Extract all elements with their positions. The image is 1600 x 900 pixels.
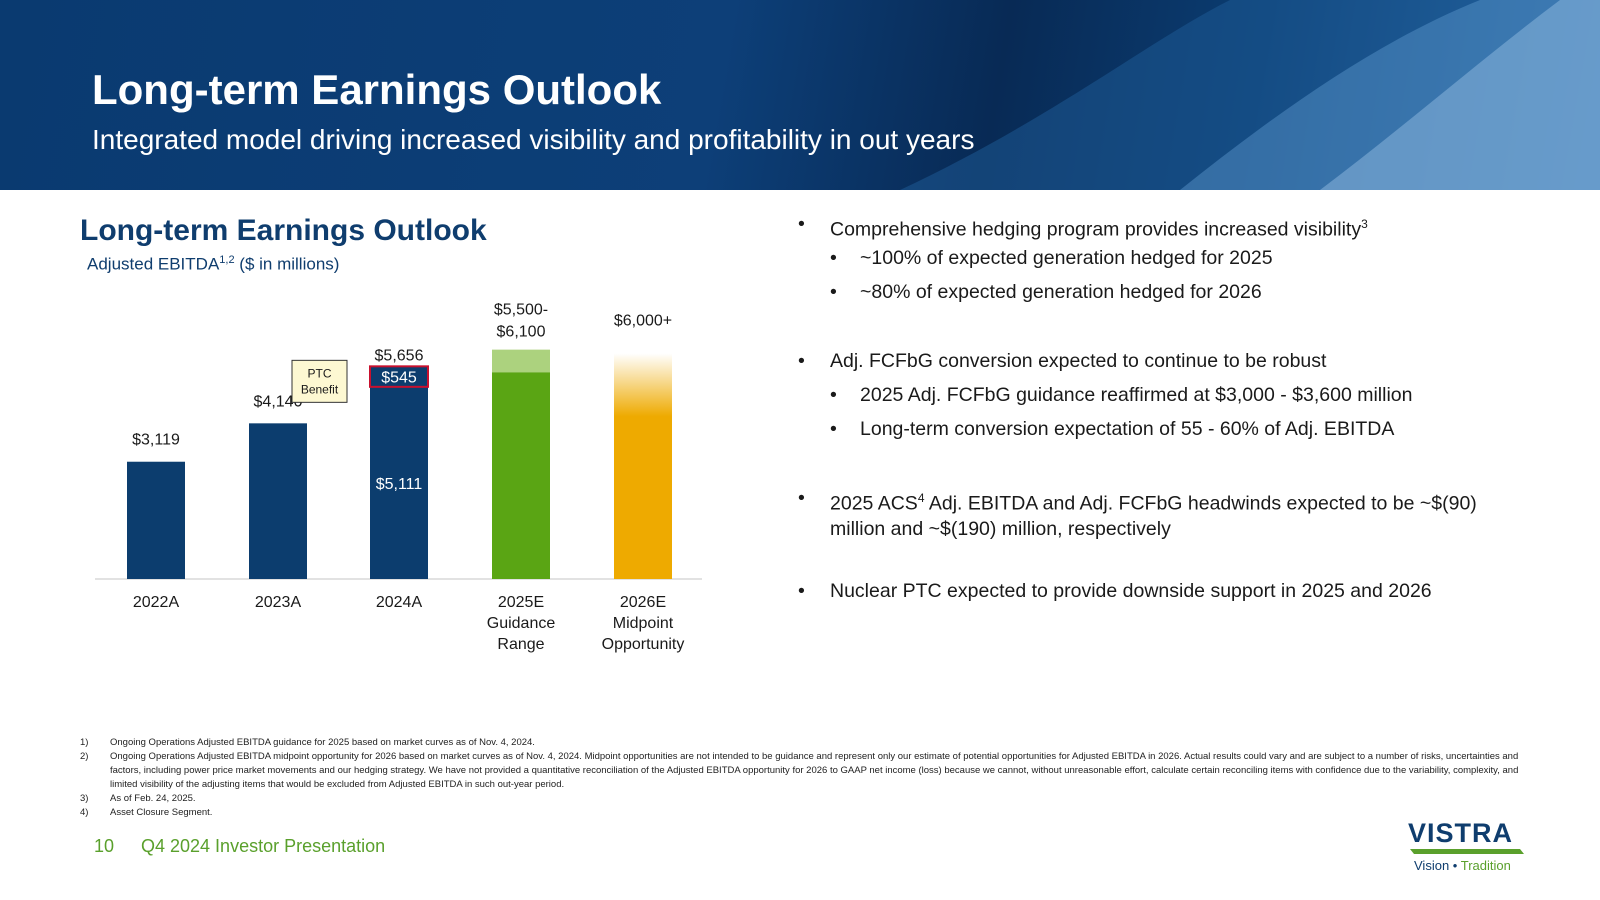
x-tick-label-2026E-1: Midpoint (613, 615, 674, 632)
footnote-number: 3) (80, 793, 89, 804)
header-banner: Long-term Earnings Outlook Integrated mo… (0, 0, 1600, 190)
page-subtitle: Integrated model driving increased visib… (92, 124, 975, 155)
bullet-glyph: • (830, 247, 837, 269)
x-tick-label-2026E-0: 2026E (620, 594, 666, 611)
logo-tagline: Vision • Tradition (1414, 858, 1511, 873)
data-label-2025E-line-1: $5,500- (494, 302, 548, 319)
bullet-item: • Adj. FCFbG conversion expected to conti… (798, 349, 1498, 374)
bar-2025E-range (492, 349, 550, 373)
footnote-text: As of Feb. 24, 2025. (110, 793, 196, 804)
bullet-text: ~80% of expected generation hedged for 2… (860, 281, 1262, 303)
footnote: 1) Ongoing Operations Adjusted EBITDA gui… (80, 736, 1520, 750)
bullet-text: 2025 Adj. FCFbG guidance reaffirmed at $… (860, 384, 1413, 406)
logo-wordmark: VISTRA (1408, 818, 1514, 848)
logo-tag-sep: • (1449, 858, 1461, 873)
bar-2025E-low (492, 372, 550, 579)
footnote: 2) Ongoing Operations Adjusted EBITDA mid… (80, 750, 1520, 792)
data-label-2025E-line-2: $6,100 (497, 324, 546, 341)
footer-label: Q4 2024 Investor Presentation (141, 836, 386, 856)
ptc-callout-line-1: PTC (308, 366, 332, 380)
footnote-number: 2) (80, 751, 89, 762)
vistra-logo: VISTRA Vision • Tradition (1408, 818, 1528, 876)
bullet-text: ~100% of expected generation hedged for … (860, 247, 1273, 269)
footnotes: 1) Ongoing Operations Adjusted EBITDA gui… (80, 736, 1520, 820)
bullet-text: Long-term conversion expectation of 55 -… (860, 418, 1395, 440)
data-label-2022A: $3,119 (132, 432, 180, 449)
footnote-text: Ongoing Operations Adjusted EBITDA midpo… (110, 751, 1519, 790)
logo-underline (1410, 849, 1524, 854)
chart-subtitle-units: ($ in millions) (234, 254, 340, 274)
bullet-sup: 4 (917, 491, 925, 505)
bullet-glyph: • (830, 281, 837, 303)
ptc-callout-box (291, 359, 348, 403)
bar-2022A (127, 461, 185, 579)
chart-subtitle-text: Adjusted EBITDA (87, 254, 220, 274)
bullet-text: Adj. FCFbG conversion expected to contin… (830, 350, 1327, 372)
bullet-text: Nuclear PTC expected to provide downside… (830, 580, 1432, 602)
ebitda-bar-chart: $3,119 2022A $4,140 2023A $5,656 $545 $5,111 PT… (95, 302, 702, 653)
bullet-item: • Comprehensive hedging program provides … (798, 212, 1498, 243)
bullet-glyph: • (830, 418, 837, 440)
x-tick-label-2025E-0: 2025E (498, 594, 544, 611)
x-tick-label-2023A-0: 2023A (255, 594, 302, 611)
footnote-text: Asset Closure Segment. (110, 807, 213, 818)
chart-title: Long-term Earnings Outlook (80, 214, 487, 247)
bullet-item: • 2025 ACS4 Adj. EBITDA and Adj. FCFbG he… (798, 486, 1498, 542)
x-tick-label-2024A-0: 2024A (376, 594, 423, 611)
bar-2023A (249, 423, 307, 579)
footnote-number: 1) (80, 737, 89, 748)
bullet-glyph: • (830, 384, 837, 406)
sub-bullet-item: • ~100% of expected generation hedged for… (798, 246, 1498, 271)
data-label-2026E: $6,000+ (614, 312, 672, 329)
bar-2024A-base (370, 386, 428, 579)
sub-bullet-item: • Long-term conversion expectation of 55 … (798, 417, 1498, 442)
sub-bullet-item: • ~80% of expected generation hedged for … (798, 280, 1498, 305)
chart-subtitle: Adjusted EBITDA1,2 ($ in millions) (87, 254, 339, 275)
bullet-glyph: • (798, 213, 805, 235)
x-tick-label-2022A-0: 2022A (133, 594, 180, 611)
bullet-sup: 3 (1361, 217, 1368, 231)
x-tick-label-2025E-2: Range (497, 636, 544, 653)
footnote-number: 4) (80, 807, 89, 818)
footnote: 4) Asset Closure Segment. (80, 806, 1520, 820)
ptc-callout-line-2: Benefit (301, 382, 339, 396)
bullet-glyph: • (798, 487, 805, 509)
header-swoosh (900, 0, 1600, 190)
data-label-2024A-total: $5,656 (375, 347, 424, 364)
data-label-2024A-base: $5,111 (376, 476, 423, 493)
footnote: 3) As of Feb. 24, 2025. (80, 792, 1520, 806)
data-label-2023A: $4,140 (254, 393, 303, 410)
bullet-text: 2025 ACS4 Adj. EBITDA and Adj. FCFbG hea… (830, 491, 1477, 540)
bullet-glyph: • (798, 350, 805, 372)
data-label-2024A-ptc: $545 (381, 370, 417, 387)
bullet-text: Comprehensive hedging program provides i… (830, 217, 1368, 241)
page-number: 10 (94, 836, 115, 856)
bar-2026E (614, 353, 672, 579)
x-tick-label-2025E-1: Guidance (487, 615, 556, 632)
logo-tag-tradition: Tradition (1460, 858, 1511, 873)
x-tick-label-2026E-2: Opportunity (602, 636, 685, 653)
bar-2024A-ptc-segment (369, 365, 429, 388)
logo-tag-vision: Vision (1414, 858, 1450, 873)
chart-subtitle-sup: 1,2 (219, 254, 235, 266)
footnote-text: Ongoing Operations Adjusted EBITDA guida… (110, 737, 535, 748)
page-title: Long-term Earnings Outlook (92, 66, 662, 113)
bullet-item: • Nuclear PTC expected to provide downsid… (798, 579, 1498, 604)
bullet-glyph: • (798, 580, 805, 602)
sub-bullet-item: • 2025 Adj. FCFbG guidance reaffirmed at … (798, 383, 1498, 408)
